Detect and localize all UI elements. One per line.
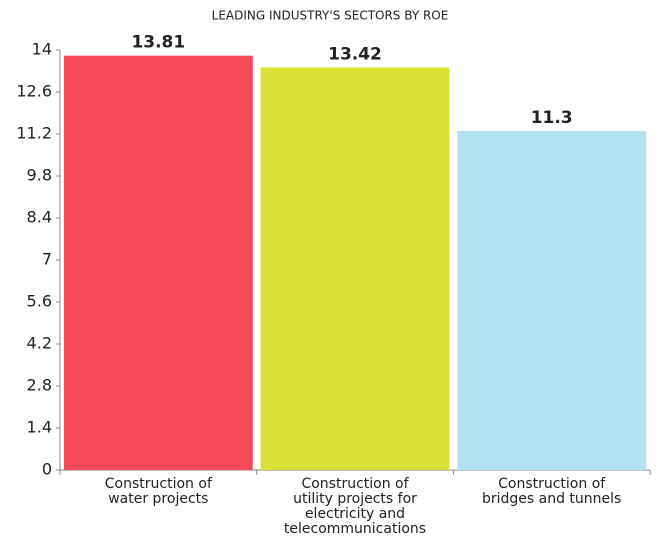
- bar: [260, 67, 450, 471]
- y-tick-label: 11.2: [16, 124, 52, 143]
- y-tick-label: 12.6: [16, 82, 52, 101]
- y-tick-label: 2.8: [27, 376, 52, 395]
- y-tick-label: 5.6: [27, 292, 52, 311]
- value-label: 13.42: [328, 44, 382, 64]
- x-tick-label: electricity and: [305, 506, 405, 522]
- y-tick-label: 8.4: [27, 208, 52, 227]
- y-tick-label: 9.8: [27, 166, 52, 185]
- chart-title: LEADING INDUSTRY'S SECTORS BY ROE: [212, 9, 449, 23]
- y-tick-label: 14: [32, 40, 52, 59]
- value-label: 11.3: [531, 108, 573, 128]
- y-tick-label: 0: [42, 460, 52, 479]
- bar: [63, 55, 253, 470]
- x-tick-label: water projects: [108, 491, 208, 507]
- x-tick-label: Construction of: [105, 476, 213, 492]
- value-label: 13.81: [131, 33, 185, 53]
- x-tick-label: Construction of: [301, 476, 409, 492]
- x-tick-label: telecommunications: [284, 521, 426, 537]
- y-tick-label: 1.4: [27, 418, 52, 437]
- y-tick-label: 7: [42, 250, 52, 269]
- bar: [457, 131, 647, 470]
- y-tick-label: 4.2: [27, 334, 52, 353]
- x-tick-label: Construction of: [498, 476, 606, 492]
- x-tick-label: bridges and tunnels: [482, 491, 621, 507]
- x-tick-label: utility projects for: [293, 491, 417, 507]
